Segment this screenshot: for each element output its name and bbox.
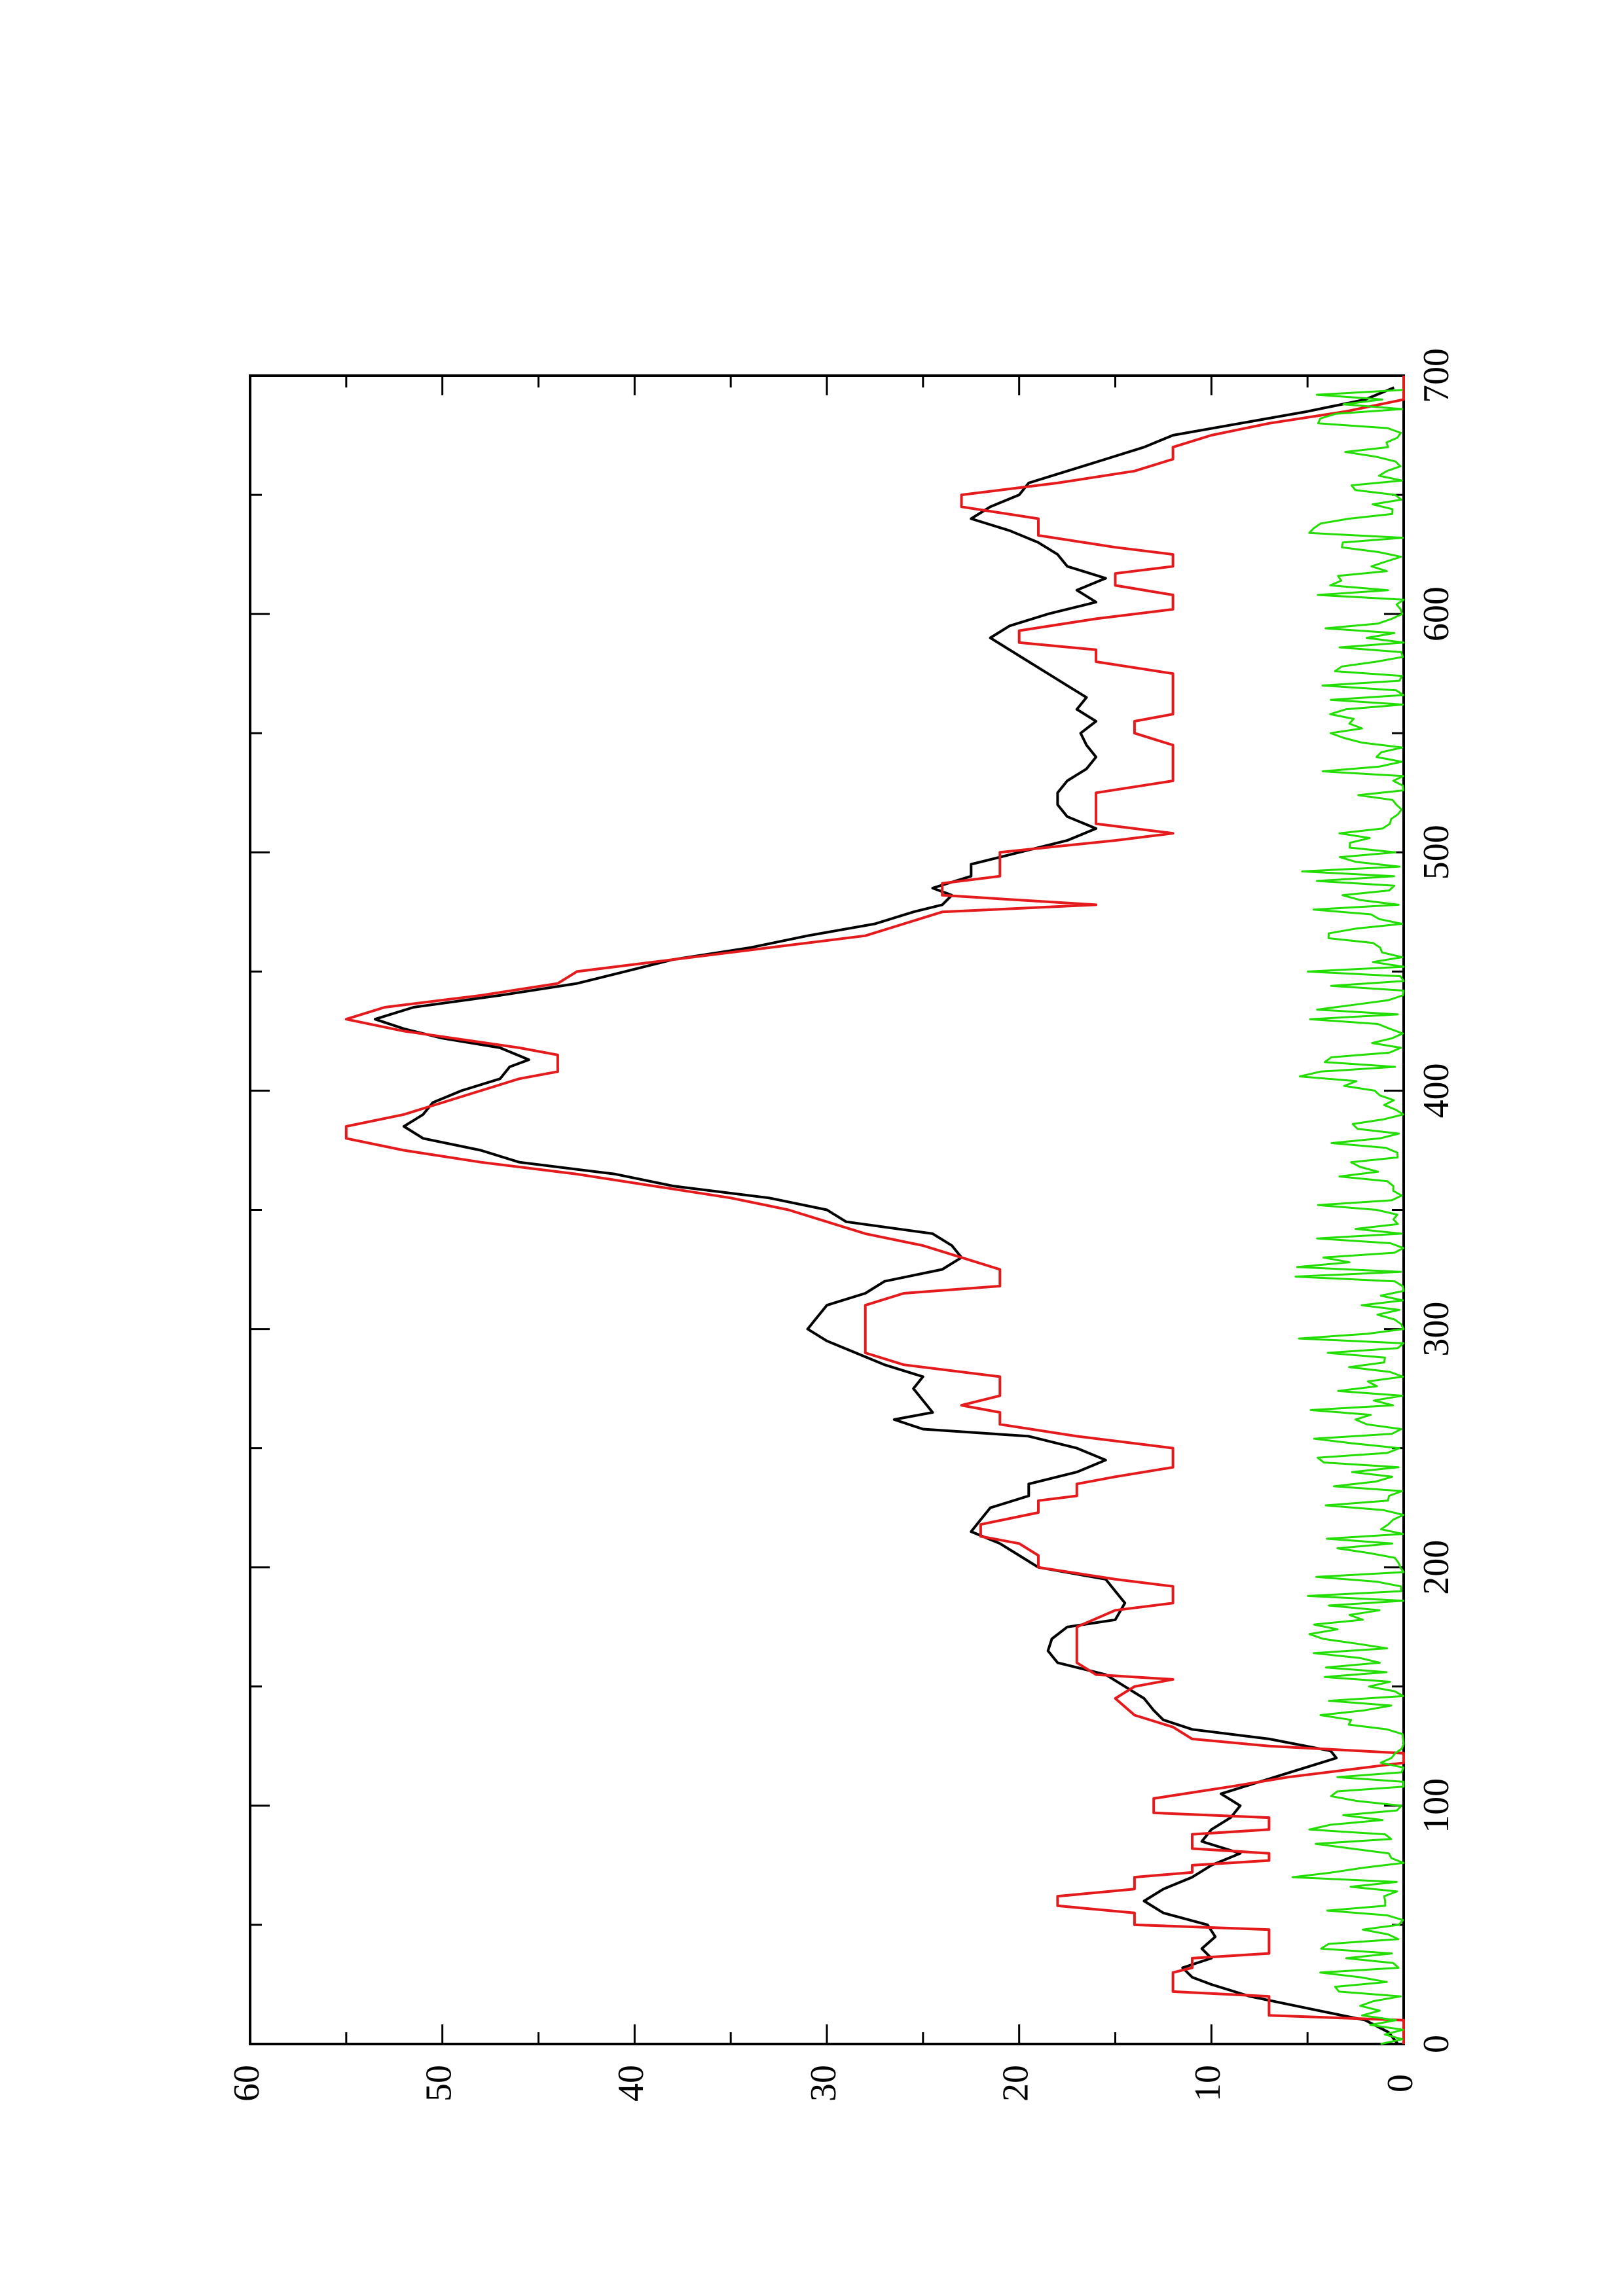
x-tick-label: 400: [1416, 1063, 1457, 1118]
y-tick-label: 40: [611, 2065, 651, 2102]
series-layer: [344, 376, 1405, 2045]
y-tick-label: 50: [419, 2065, 460, 2102]
series-line-2: [344, 376, 1405, 2044]
y-tick-label: 20: [996, 2065, 1036, 2102]
x-tick-label: 200: [1416, 1540, 1457, 1595]
x-axis-tick-labels: 0 100 200 300 400 500 600 700: [1416, 348, 1457, 2053]
x-tick-label: 300: [1416, 1302, 1457, 1357]
series-line-1: [373, 386, 1399, 2045]
y-tick-label: 60: [227, 2065, 267, 2102]
x-tick-label: 700: [1416, 348, 1457, 403]
series-line-3: [1291, 389, 1405, 2045]
x-tick-label: 0: [1416, 2035, 1457, 2053]
y-axis-tick-labels: 0 10 20 30 40 50 60: [227, 2065, 1421, 2102]
x-tick-label: 100: [1416, 1778, 1457, 1833]
x-tick-label: 600: [1416, 586, 1457, 641]
y-tick-label: 0: [1380, 2074, 1421, 2092]
y-tick-label: 30: [803, 2065, 844, 2102]
y-tick-label: 10: [1188, 2065, 1228, 2102]
x-tick-label: 500: [1416, 825, 1457, 880]
